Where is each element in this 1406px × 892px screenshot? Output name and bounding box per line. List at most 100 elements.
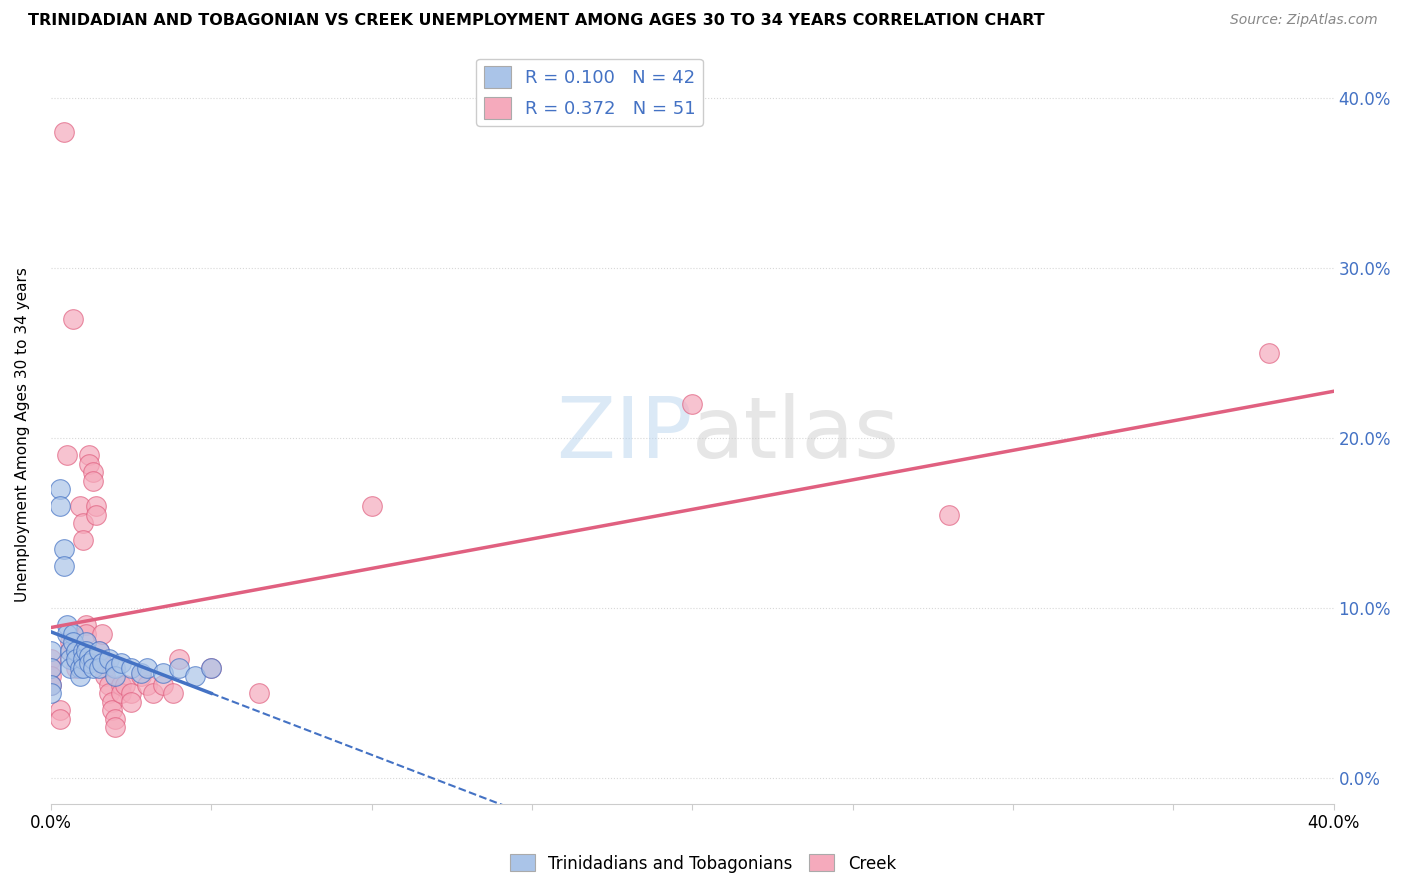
Point: [52, 558, 75, 573]
Point: [75, 618, 97, 632]
Point: [52, 541, 75, 556]
Point: [49, 703, 72, 717]
Point: [200, 661, 222, 675]
Point: [110, 686, 132, 700]
Point: [75, 644, 97, 658]
Point: [72, 533, 94, 548]
Point: [247, 686, 270, 700]
Point: [120, 661, 142, 675]
Point: [56, 618, 79, 632]
Point: [136, 678, 159, 692]
Point: [84, 500, 107, 514]
Point: [97, 652, 120, 666]
Point: [79, 457, 101, 471]
Point: [91, 656, 114, 670]
Point: [79, 648, 101, 663]
Point: [59, 652, 82, 666]
Point: [79, 656, 101, 670]
Point: [39, 644, 62, 658]
Point: [69, 669, 91, 683]
Point: [136, 661, 159, 675]
Point: [1258, 346, 1281, 360]
Point: [162, 686, 184, 700]
Point: [59, 644, 82, 658]
Point: [104, 669, 127, 683]
Point: [360, 500, 382, 514]
Point: [100, 695, 122, 709]
Text: Source: ZipAtlas.com: Source: ZipAtlas.com: [1230, 13, 1378, 28]
Point: [110, 656, 132, 670]
Point: [152, 666, 174, 681]
Point: [142, 686, 165, 700]
Point: [82, 474, 104, 488]
Text: TRINIDADIAN AND TOBAGONIAN VS CREEK UNEMPLOYMENT AMONG AGES 30 TO 34 YEARS CORRE: TRINIDADIAN AND TOBAGONIAN VS CREEK UNEM…: [28, 13, 1045, 29]
Text: ZIP: ZIP: [555, 392, 692, 475]
Point: [62, 312, 84, 326]
Point: [82, 661, 104, 675]
Point: [39, 652, 62, 666]
Point: [82, 652, 104, 666]
Point: [104, 661, 127, 675]
Point: [39, 678, 62, 692]
Point: [120, 686, 142, 700]
Text: atlas: atlas: [692, 392, 900, 475]
Point: [49, 500, 72, 514]
Y-axis label: Unemployment Among Ages 30 to 34 years: Unemployment Among Ages 30 to 34 years: [15, 267, 30, 601]
Point: [75, 635, 97, 649]
Point: [65, 652, 87, 666]
Point: [56, 627, 79, 641]
Point: [59, 661, 82, 675]
Point: [104, 721, 127, 735]
Point: [79, 449, 101, 463]
Point: [94, 661, 117, 675]
Point: [120, 695, 142, 709]
Point: [84, 508, 107, 522]
Point: [938, 508, 960, 522]
Point: [65, 661, 87, 675]
Point: [65, 652, 87, 666]
Point: [100, 703, 122, 717]
Point: [52, 125, 75, 139]
Point: [87, 652, 110, 666]
Point: [167, 652, 190, 666]
Point: [87, 644, 110, 658]
Point: [59, 635, 82, 649]
Point: [184, 669, 207, 683]
Point: [49, 712, 72, 726]
Point: [167, 661, 190, 675]
Point: [87, 644, 110, 658]
Legend: Trinidadians and Tobagonians, Creek: Trinidadians and Tobagonians, Creek: [503, 847, 903, 880]
Point: [91, 627, 114, 641]
Point: [97, 678, 120, 692]
Point: [65, 644, 87, 658]
Point: [75, 627, 97, 641]
Point: [110, 678, 132, 692]
Point: [94, 669, 117, 683]
Point: [72, 652, 94, 666]
Point: [200, 661, 222, 675]
Point: [69, 661, 91, 675]
Point: [82, 466, 104, 480]
Point: [72, 644, 94, 658]
Point: [39, 661, 62, 675]
Point: [97, 686, 120, 700]
Point: [69, 500, 91, 514]
Point: [59, 644, 82, 658]
Point: [114, 678, 136, 692]
Point: [49, 483, 72, 497]
Point: [87, 661, 110, 675]
Point: [104, 712, 127, 726]
Point: [62, 627, 84, 641]
Point: [129, 666, 152, 681]
Point: [152, 678, 174, 692]
Point: [39, 686, 62, 700]
Point: [72, 661, 94, 675]
Point: [39, 661, 62, 675]
Point: [72, 516, 94, 531]
Point: [56, 449, 79, 463]
Legend: R = 0.100   N = 42, R = 0.372   N = 51: R = 0.100 N = 42, R = 0.372 N = 51: [477, 59, 703, 126]
Point: [39, 678, 62, 692]
Point: [129, 669, 152, 683]
Point: [681, 397, 703, 411]
Point: [62, 635, 84, 649]
